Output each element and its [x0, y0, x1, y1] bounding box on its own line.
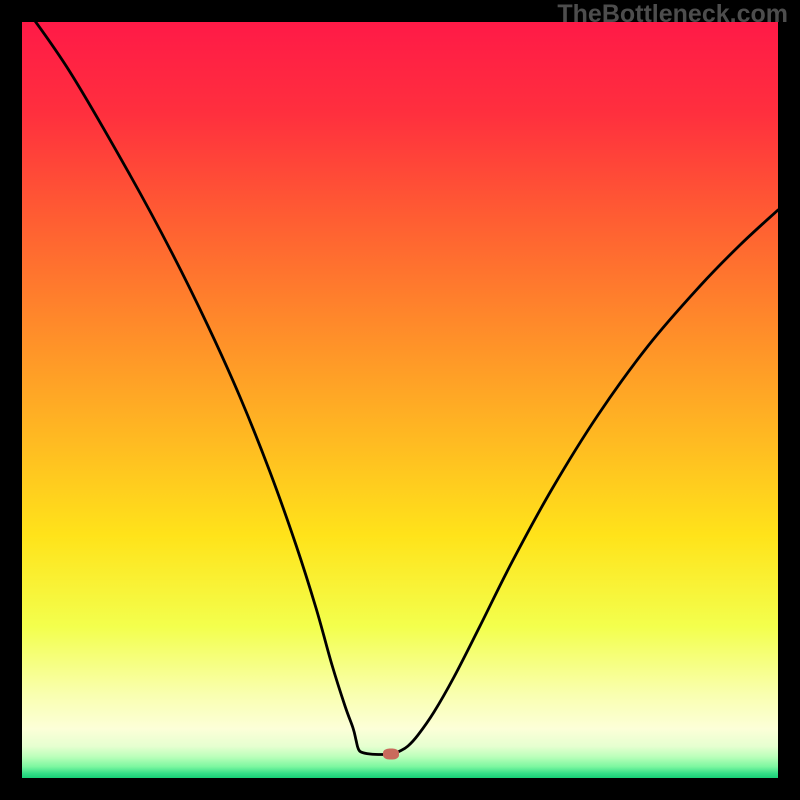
plot-area — [22, 22, 778, 778]
watermark-label: TheBottleneck.com — [557, 0, 788, 29]
gradient-background — [22, 22, 778, 778]
outer-frame: TheBottleneck.com — [0, 0, 800, 800]
optimum-marker — [383, 749, 399, 760]
